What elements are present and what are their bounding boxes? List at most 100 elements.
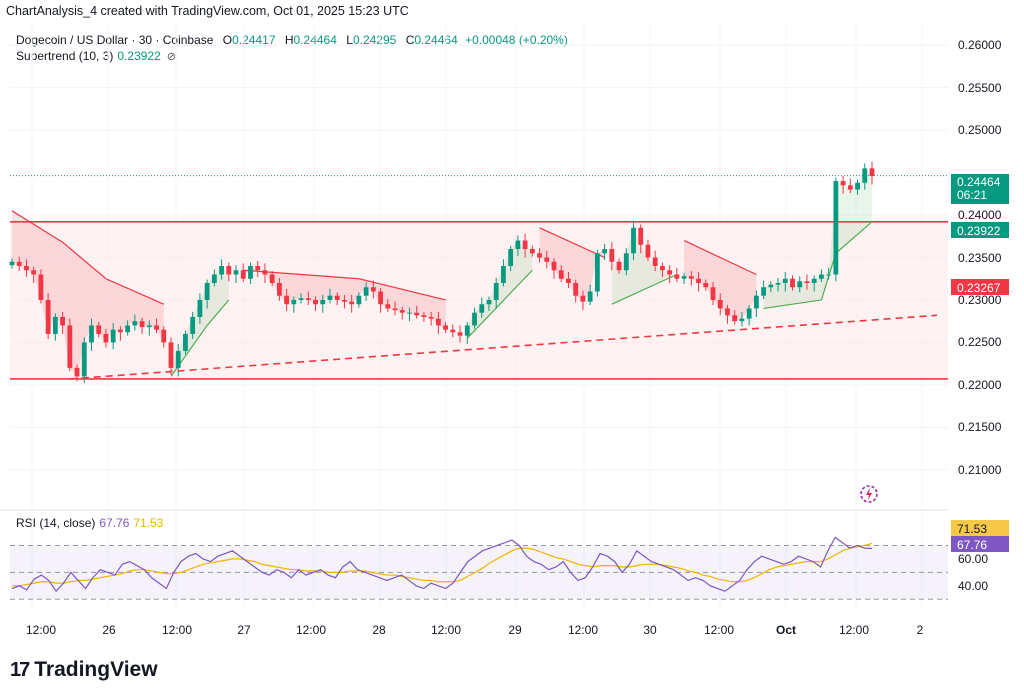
candle	[580, 295, 586, 302]
candle	[551, 261, 557, 271]
candle	[197, 299, 203, 317]
candle	[255, 266, 261, 271]
candle	[407, 312, 412, 314]
eye-off-icon[interactable]: ⊘	[166, 51, 176, 63]
candle	[125, 325, 131, 333]
supertrend-line	[466, 269, 533, 339]
candle	[52, 316, 58, 334]
candle	[349, 301, 355, 305]
time-tick-label: 12:00	[295, 623, 327, 637]
close-value: 0.24464	[414, 33, 458, 47]
candle	[248, 266, 253, 279]
time-tick-label: 29	[508, 623, 522, 637]
candle	[739, 318, 745, 322]
candle	[862, 168, 868, 183]
candle	[342, 299, 347, 302]
candle	[269, 274, 275, 283]
tradingview-mark-icon: 17	[10, 658, 30, 681]
candle	[190, 316, 196, 334]
candle	[761, 287, 766, 296]
candle	[508, 249, 514, 266]
candle	[667, 270, 673, 275]
rsi-value: 67.76	[99, 516, 130, 530]
open-value: 0.24417	[232, 33, 276, 47]
candle	[638, 227, 644, 245]
symbol-name: Dogecoin / US Dollar · 30 · Coinbase	[16, 33, 214, 47]
time-tick-label: 2	[916, 623, 924, 637]
supertrend-line	[11, 210, 63, 243]
candle	[399, 310, 405, 313]
candle	[414, 312, 420, 316]
candle	[696, 278, 701, 283]
supertrend-fill	[467, 240, 533, 339]
candle	[262, 270, 268, 275]
candle	[717, 299, 723, 309]
candle	[840, 181, 846, 186]
candle	[175, 350, 181, 368]
candle	[67, 325, 73, 368]
tradingview-logo: 17 TradingView	[10, 658, 158, 682]
candle	[334, 295, 340, 300]
candle	[573, 282, 579, 296]
candle	[804, 281, 810, 283]
candle	[732, 315, 738, 322]
candle	[9, 261, 15, 266]
rsi-tick-label: 60.00	[958, 551, 989, 566]
candle	[31, 270, 37, 275]
price-tick-label: 0.22500	[958, 335, 1002, 350]
time-tick-label: 30	[643, 623, 657, 637]
candle	[710, 287, 716, 300]
high-label: H	[284, 33, 294, 47]
candle	[782, 278, 788, 283]
candle	[645, 244, 651, 258]
candle	[219, 266, 224, 275]
supertrend-name: Supertrend (10, 3)	[16, 49, 114, 63]
logo-text: TradingView	[34, 658, 158, 681]
flash-alert-icon[interactable]	[858, 483, 880, 505]
candle	[96, 325, 102, 334]
candle	[558, 270, 564, 279]
time-tick-label: 12:00	[430, 623, 462, 637]
candle	[703, 282, 709, 288]
price-tick-label: 0.23500	[958, 250, 1002, 265]
candle	[276, 282, 282, 296]
candle	[472, 312, 477, 326]
supertrend-line	[611, 273, 678, 305]
candle	[443, 325, 449, 330]
candle	[797, 281, 803, 288]
candle	[139, 321, 145, 328]
price-tick-label: 0.22000	[958, 377, 1002, 392]
candle	[537, 253, 542, 258]
candle	[681, 276, 687, 279]
candle	[833, 181, 839, 275]
candle	[529, 249, 535, 254]
supertrend-legend[interactable]: Supertrend (10, 3) 0.23922 ⊘	[16, 49, 176, 63]
candle	[421, 315, 427, 317]
candle	[363, 287, 369, 296]
price-tick-label: 0.25500	[958, 80, 1002, 95]
rsi-legend[interactable]: RSI (14, close) 67.76 71.53	[16, 516, 163, 530]
candle	[204, 282, 210, 300]
candle	[725, 308, 730, 316]
candle	[515, 240, 521, 250]
candle	[652, 257, 658, 266]
candle	[24, 266, 29, 271]
symbol-legend[interactable]: Dogecoin / US Dollar · 30 · Coinbase O0.…	[16, 33, 568, 47]
candle	[16, 261, 22, 266]
time-tick-label: 12:00	[25, 623, 57, 637]
supertrend-fill	[62, 242, 106, 377]
candle	[370, 287, 376, 292]
candle	[609, 249, 615, 262]
candle	[826, 274, 832, 276]
candle	[479, 304, 485, 313]
rsi-tick-label: 40.00	[958, 578, 989, 593]
candle	[132, 321, 138, 326]
candle	[674, 274, 680, 279]
supertrend-line	[105, 278, 165, 305]
candle	[746, 308, 752, 319]
candle	[392, 308, 398, 311]
candle	[110, 329, 116, 343]
candle	[168, 342, 174, 368]
supertrend-line	[243, 269, 359, 280]
